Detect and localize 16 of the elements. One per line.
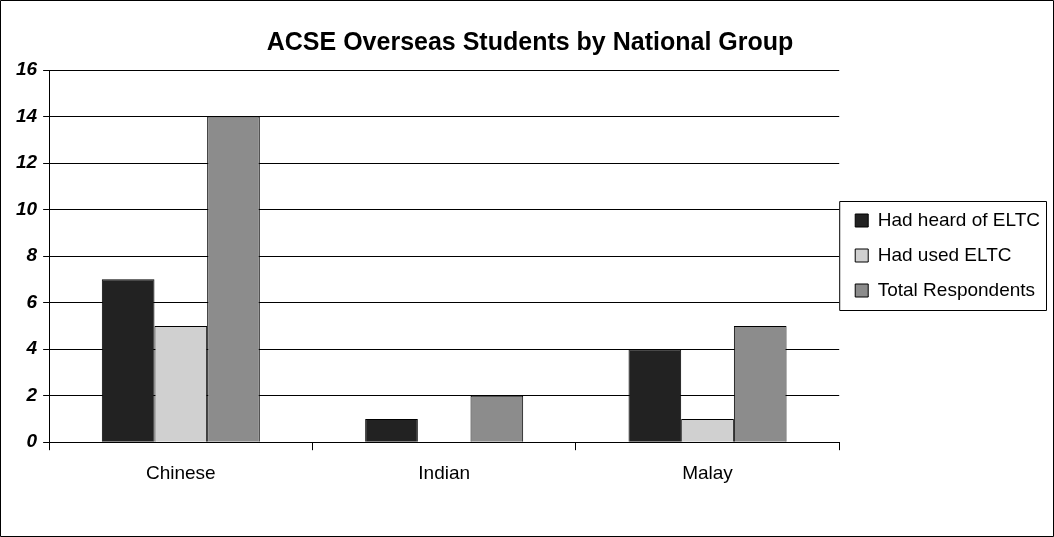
y-tick-label: 6 (26, 290, 38, 312)
legend-label: Had used ELTC (877, 243, 1012, 265)
y-tick-label: 4 (25, 337, 38, 359)
legend-label: Had heard of ELTC (877, 208, 1041, 230)
y-tick-label: 12 (15, 151, 38, 173)
x-tick-label: Chinese (145, 461, 216, 483)
x-tick-label: Malay (682, 461, 734, 483)
y-tick-label: 0 (26, 430, 38, 452)
y-tick-label: 10 (15, 197, 38, 219)
chart-title: ACSE Overseas Students by National Group (266, 26, 794, 55)
y-tick-label: 2 (25, 383, 38, 405)
legend-label: Total Respondents (877, 278, 1036, 300)
y-tick-label: 16 (15, 58, 38, 80)
y-tick-label: 14 (15, 104, 38, 126)
x-tick-label: Indian (418, 461, 471, 483)
y-tick-label: 8 (26, 244, 38, 266)
